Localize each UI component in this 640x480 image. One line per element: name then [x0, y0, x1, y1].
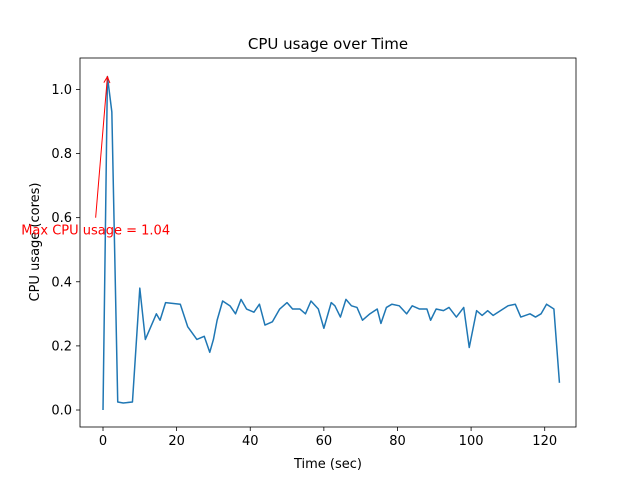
x-tick-label: 40: [242, 434, 259, 449]
y-tick-label: 0.4: [51, 275, 72, 290]
chart-title: CPU usage over Time: [248, 35, 408, 53]
annotation-arrow: [95, 76, 108, 218]
y-tick-label: 0.2: [51, 339, 72, 354]
x-tick-label: 20: [168, 434, 185, 449]
y-axis-label: CPU usage (cores): [28, 183, 43, 302]
line: [102, 75, 561, 411]
x-tick-label: 100: [459, 434, 484, 449]
y-tick-label: 0.8: [51, 147, 72, 162]
x-axis-label: Time (sec): [293, 457, 362, 472]
annotation-text: Max CPU usage = 1.04: [21, 224, 170, 239]
annotation-arrow-head: [103, 75, 111, 84]
x-tick-label: 80: [389, 434, 406, 449]
y-tick-label: 0.6: [51, 211, 72, 226]
y-tick-label: 0.0: [51, 404, 72, 419]
x-tick-label: 60: [316, 434, 333, 449]
x-tick-label: 0: [99, 434, 107, 449]
y-tick-label: 1.0: [51, 83, 72, 98]
plot-frame: [79, 57, 577, 428]
x-tick-label: 120: [532, 434, 557, 449]
